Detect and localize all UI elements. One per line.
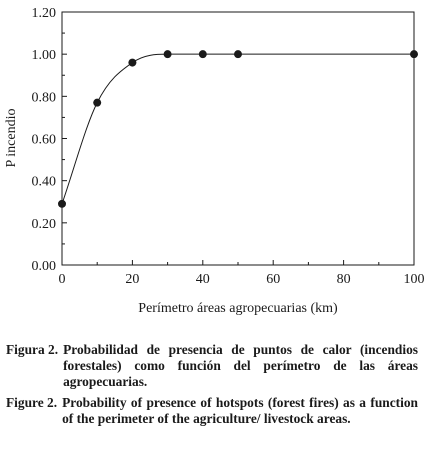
y-tick-label: 1.20 bbox=[32, 6, 57, 21]
data-point bbox=[163, 50, 172, 59]
data-point bbox=[58, 199, 66, 208]
y-tick-label: 0.60 bbox=[32, 133, 57, 148]
y-axis-label: P incendio bbox=[4, 109, 19, 168]
y-tick-label: 0.40 bbox=[32, 175, 57, 190]
figure-caption-spanish: Figura 2. Probabilidad de presencia de p… bbox=[6, 342, 418, 390]
x-tick-label: 100 bbox=[404, 272, 425, 287]
data-points bbox=[58, 50, 418, 208]
data-point bbox=[234, 50, 242, 59]
data-point bbox=[410, 50, 418, 59]
y-tick-label: 0.00 bbox=[32, 259, 57, 274]
data-point bbox=[93, 98, 102, 107]
y-tick-label: 1.00 bbox=[32, 48, 57, 63]
y-tick-label: 0.20 bbox=[32, 217, 57, 232]
x-tick-label: 80 bbox=[337, 272, 351, 287]
caption-label-english: Figure 2. bbox=[6, 395, 58, 410]
x-tick-label: 0 bbox=[59, 272, 66, 287]
caption-text-spanish: Probabilidad de presencia de puntos de c… bbox=[63, 342, 418, 389]
data-point bbox=[198, 50, 207, 59]
caption-text-english: Probability of presence of hotspots (for… bbox=[62, 395, 418, 426]
figure-caption-english: Figure 2. Probability of presence of hot… bbox=[6, 395, 418, 427]
x-axis-ticks: 0 20 40 60 80 100 bbox=[59, 260, 425, 287]
x-axis-label: Perímetro áreas agropecuarias (km) bbox=[138, 301, 338, 316]
x-tick-label: 40 bbox=[196, 272, 210, 287]
data-point bbox=[128, 58, 137, 67]
line-chart: 0 20 40 60 80 100 0.00 0.20 0.40 0.60 0.80 1.00 1.2… bbox=[4, 6, 425, 316]
fitted-curve bbox=[61, 53, 414, 205]
x-tick-label: 20 bbox=[125, 272, 139, 287]
caption-label-spanish: Figura 2. bbox=[6, 342, 59, 357]
plot-frame bbox=[61, 11, 415, 266]
y-tick-label: 0.80 bbox=[32, 90, 57, 105]
x-tick-label: 60 bbox=[266, 272, 280, 287]
y-axis-ticks: 0.00 0.20 0.40 0.60 0.80 1.00 1.20 bbox=[32, 6, 67, 274]
